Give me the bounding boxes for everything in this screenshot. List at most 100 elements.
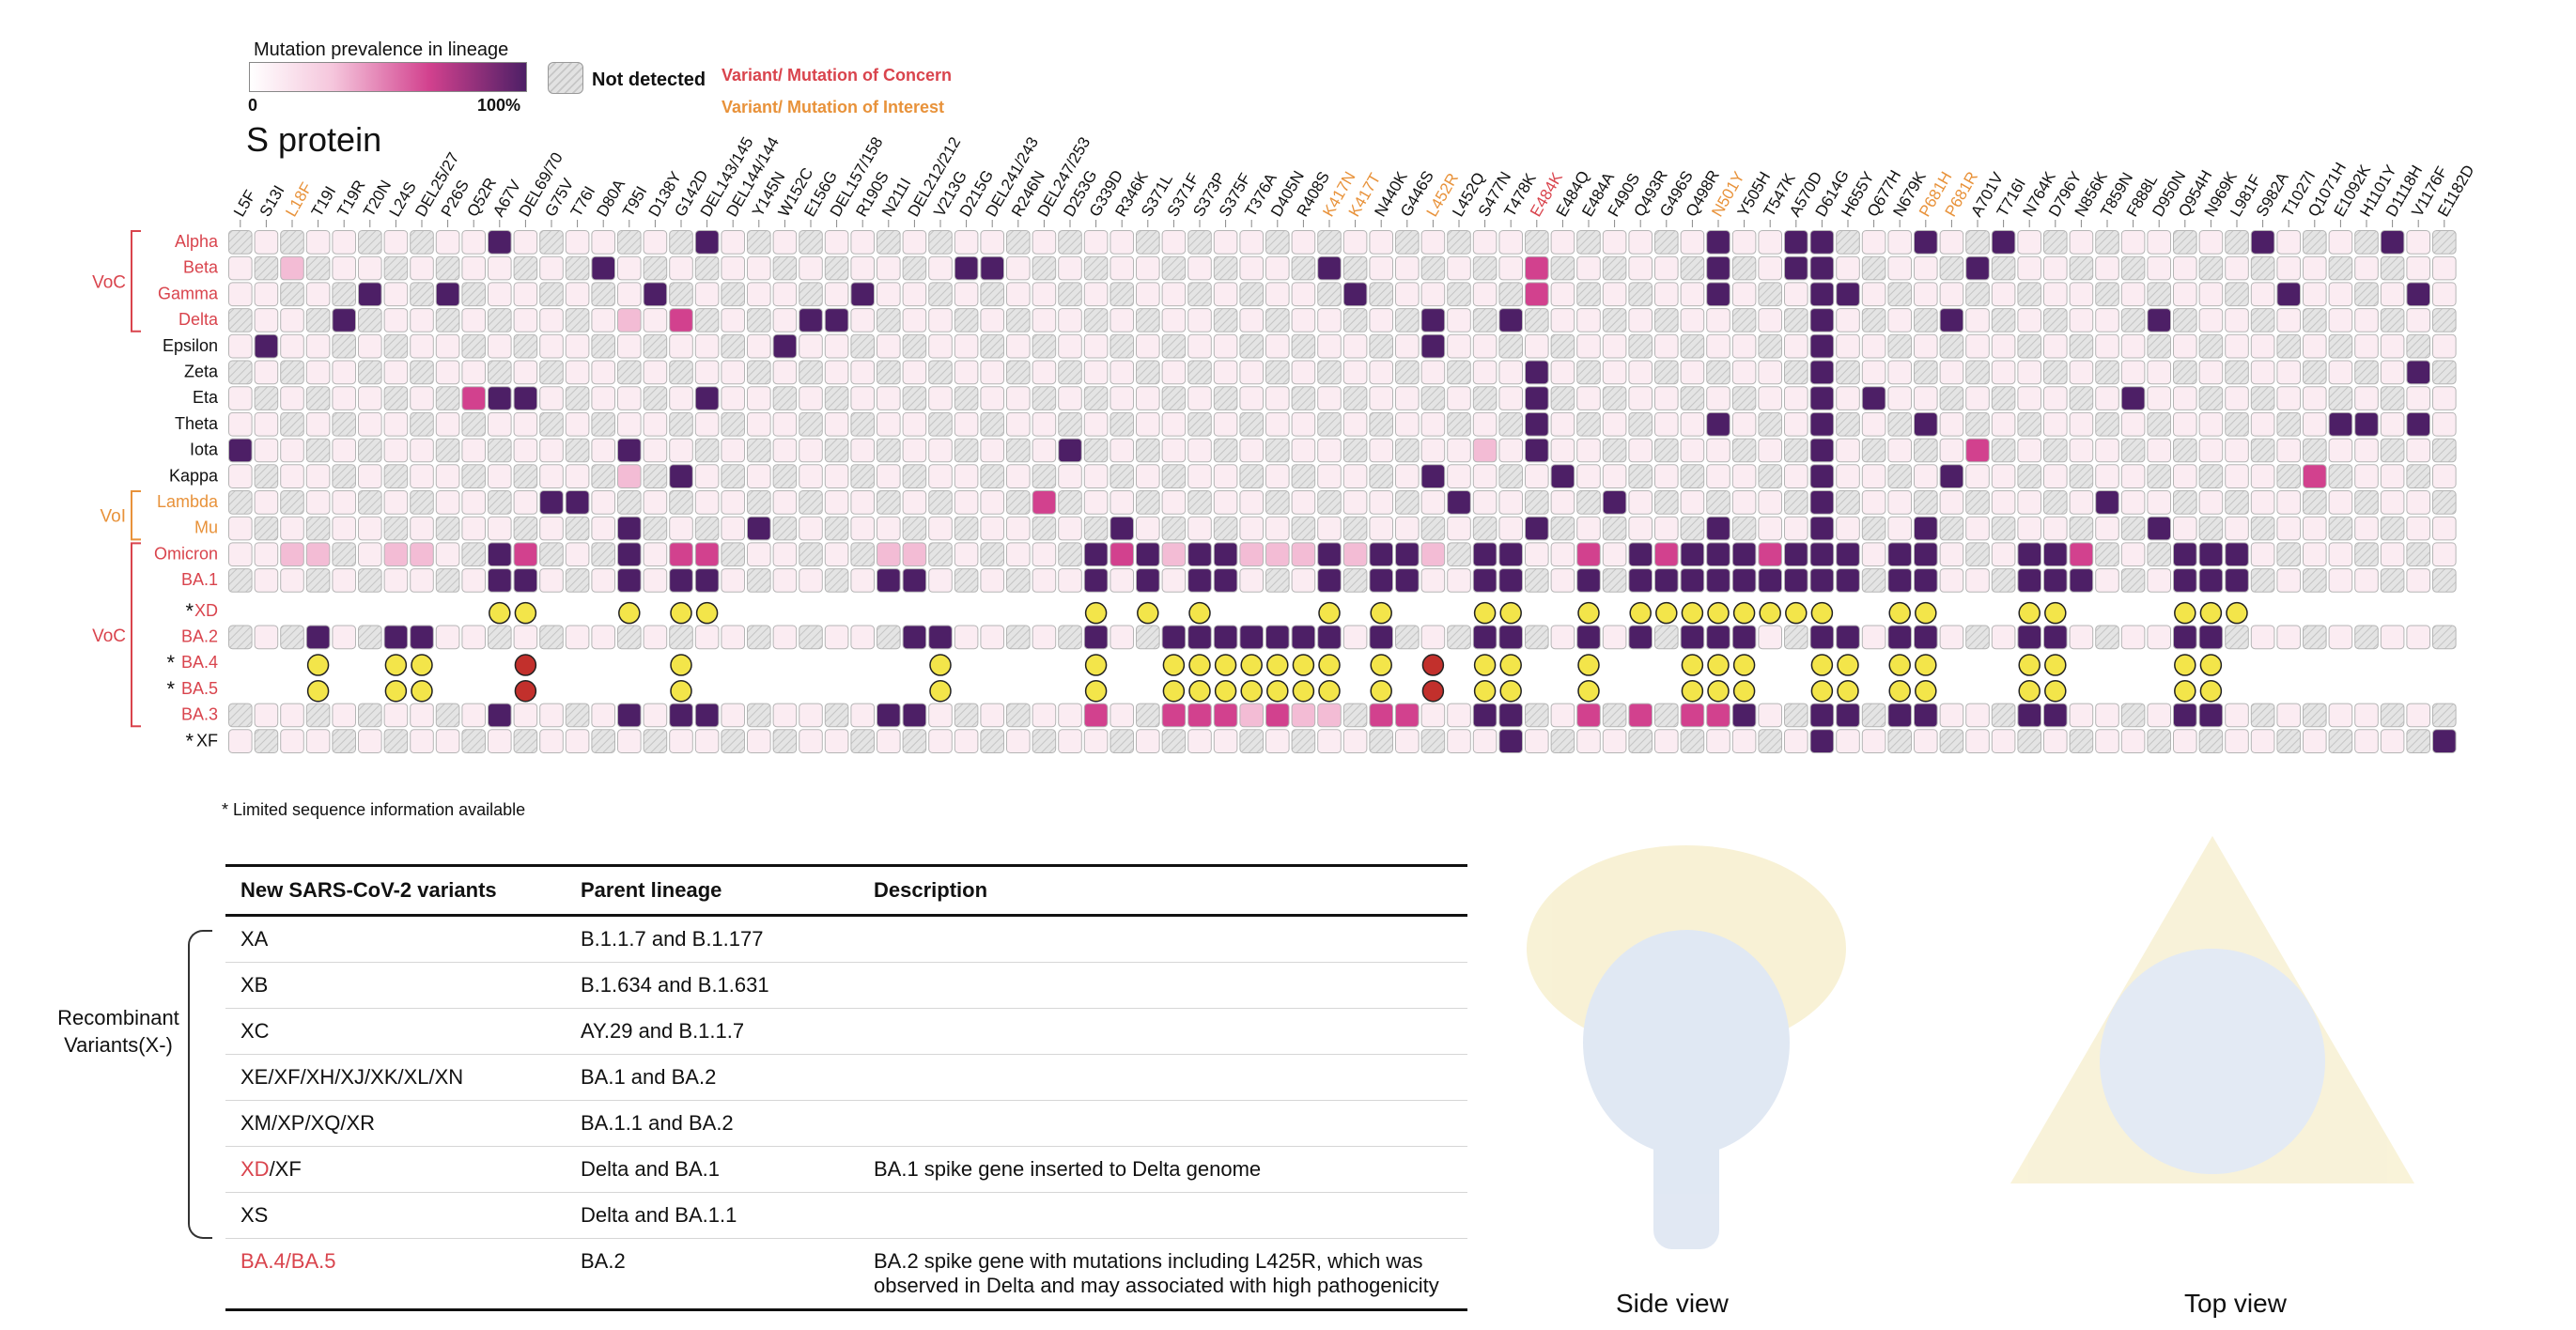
low-prevalence-cell [2120,490,2146,515]
low-prevalence-cell [1680,308,1705,332]
not-detected-cell [1550,386,1575,410]
not-detected-cell [2225,625,2249,650]
low-prevalence-cell [2250,490,2275,515]
not-detected-cell [2250,386,2275,410]
lineage-label: Mu [194,518,218,537]
low-prevalence-cell [824,360,849,385]
low-prevalence-cell [565,411,590,437]
low-prevalence-cell [2095,464,2119,488]
low-prevalence-cell [1602,542,1627,567]
low-prevalence-cell [1939,703,1964,728]
low-prevalence-cell [539,333,564,359]
low-prevalence-cell [747,464,771,488]
not-detected-cell [850,411,876,437]
low-prevalence-cell [2303,386,2327,410]
not-detected-cell [2380,255,2405,281]
low-prevalence-cell [1576,516,1601,541]
not-detected-cell [669,411,693,437]
low-prevalence-cell [1680,282,1705,307]
low-prevalence-cell [2406,255,2430,281]
low-prevalence-cell [1472,333,1497,359]
prevalence-cell [772,333,798,359]
low-prevalence-cell [591,308,616,332]
low-prevalence-cell [591,360,616,385]
prevalence-cell [513,542,538,567]
prevalence-cell [1731,703,1757,728]
prevalence-cell [1472,568,1497,593]
low-prevalence-cell [824,464,849,488]
not-detected-cell [1265,490,1290,515]
low-prevalence-cell [1939,230,1964,255]
low-prevalence-cell [1680,230,1705,255]
low-prevalence-cell [435,464,460,488]
low-prevalence-cell [1861,625,1886,650]
low-prevalence-cell [228,542,253,567]
cell-description [859,915,1467,963]
not-detected-cell [2069,386,2094,410]
low-prevalence-cell [2043,282,2068,307]
cell-parent: BA.2 [566,1238,859,1311]
not-detected-cell [565,703,590,728]
low-prevalence-cell [1965,333,1990,359]
low-prevalence-cell [565,625,590,650]
cell-parent: B.1.1.7 and B.1.177 [566,915,859,963]
yellow-mutation-dot [1681,654,1704,676]
not-detected-cell [332,411,356,437]
low-prevalence-cell [1861,333,1886,359]
low-prevalence-cell [772,411,798,437]
not-detected-cell [358,490,382,515]
low-prevalence-cell [824,542,849,567]
not-detected-cell [383,333,409,359]
prevalence-cell [2120,386,2146,410]
low-prevalence-cell [1654,729,1679,753]
prevalence-cell [1576,542,1601,567]
low-prevalence-cell [305,729,331,753]
not-detected-cell [1680,255,1705,281]
low-prevalence-cell [1369,386,1394,410]
low-prevalence-cell [1576,333,1601,359]
low-prevalence-cell [772,438,798,463]
not-detected-cell [1239,729,1265,753]
not-detected-cell [435,568,460,593]
not-detected-cell [1576,282,1601,307]
lineage-label: BA.3 [181,705,218,724]
prevalence-cell [1083,625,1109,650]
prevalence-cell [513,386,538,410]
low-prevalence-cell [254,308,279,332]
not-detected-cell [643,464,668,488]
not-detected-cell [1265,308,1290,332]
not-detected-cell [2198,333,2224,359]
yellow-mutation-dot [695,601,719,625]
low-prevalence-cell [2250,542,2275,567]
not-detected-cell [1861,703,1886,728]
low-prevalence-cell [1032,360,1057,385]
low-prevalence-cell [747,386,771,410]
not-detected-cell [513,333,538,359]
low-prevalence-cell [1836,729,1860,753]
low-prevalence-cell [1731,464,1757,488]
low-prevalence-cell [1136,516,1160,541]
prevalence-cell [902,703,927,728]
low-prevalence-cell [1628,308,1653,332]
low-prevalence-cell [1213,230,1238,255]
low-prevalence-cell [1939,625,1964,650]
low-prevalence-cell [954,282,979,307]
prevalence-cell [1784,255,1808,281]
low-prevalence-cell [928,333,953,359]
low-prevalence-cell [799,333,823,359]
not-detected-cell [2354,360,2379,385]
not-detected-cell [461,464,486,488]
prevalence-cell [1809,729,1835,753]
low-prevalence-cell [1006,729,1031,753]
low-prevalence-cell [228,411,253,437]
prevalence-cell [1395,542,1420,567]
prevalence-cell [254,333,279,359]
not-detected-cell [1110,333,1135,359]
prevalence-cell [1939,308,1964,332]
low-prevalence-cell [1395,516,1420,541]
yellow-mutation-dot [1655,601,1678,625]
not-detected-cell [954,386,979,410]
protein-title: S protein [246,120,382,159]
low-prevalence-cell [2303,255,2327,281]
prevalence-cell [617,542,642,567]
